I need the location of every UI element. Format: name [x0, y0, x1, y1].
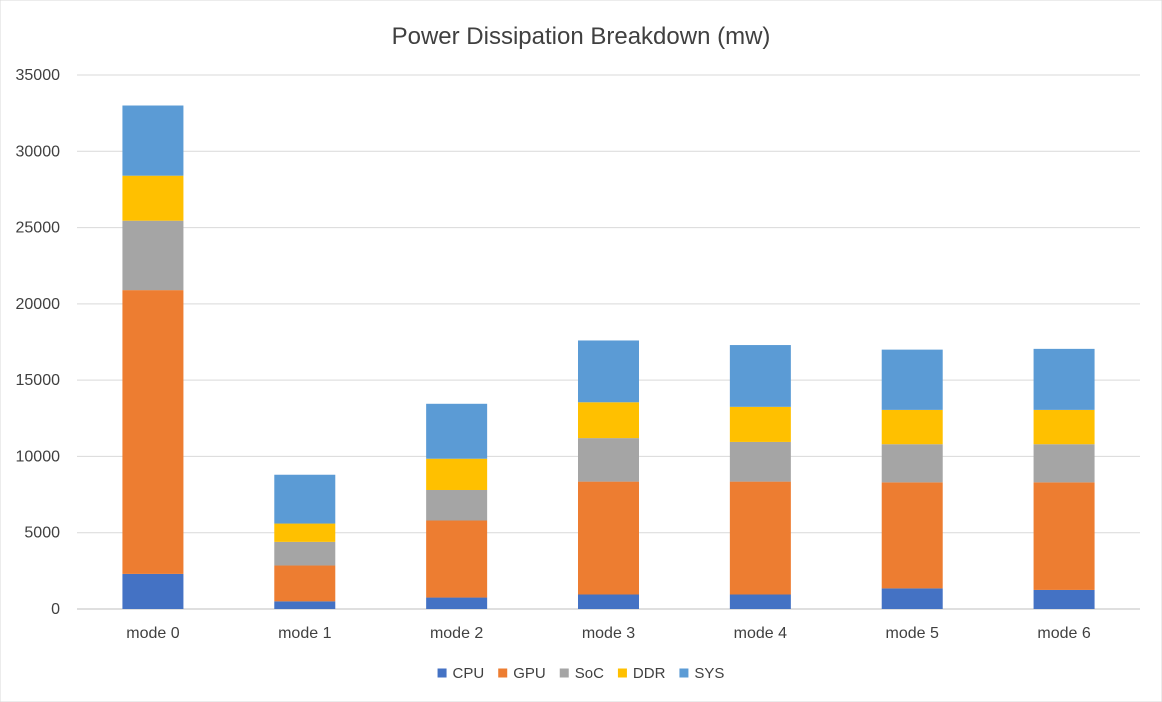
- bar-segment-ddr: [426, 458, 488, 490]
- y-tick-label: 35000: [16, 67, 61, 84]
- y-tick-label: 10000: [16, 448, 61, 465]
- legend-swatch-soc: [559, 668, 569, 678]
- bar-segment-cpu: [274, 601, 336, 609]
- bar-segment-cpu: [1033, 589, 1095, 609]
- bar-segment-ddr: [122, 175, 184, 221]
- bar-segment-gpu: [122, 290, 184, 574]
- bar-segment-ddr: [881, 409, 943, 445]
- bar-segment-ddr: [578, 402, 639, 439]
- y-tick-label: 5000: [24, 525, 60, 542]
- bar-segment-cpu: [122, 573, 184, 609]
- y-tick-label: 15000: [16, 372, 61, 389]
- legend-label-sys: SYS: [694, 665, 724, 682]
- bar-segment-gpu: [729, 481, 791, 595]
- bar-segment-cpu: [578, 594, 639, 609]
- legend-label-ddr: DDR: [633, 665, 666, 682]
- bar-segment-gpu: [578, 481, 639, 595]
- x-tick-label: mode 1: [278, 625, 331, 642]
- bar-segment-soc: [122, 220, 184, 291]
- bar-segment-soc: [578, 438, 639, 482]
- y-tick-label: 25000: [16, 220, 61, 237]
- x-tick-label: mode 3: [582, 625, 635, 642]
- legend-swatch-gpu: [498, 668, 508, 678]
- x-tick-label: mode 2: [430, 625, 483, 642]
- legend-swatch-cpu: [437, 668, 447, 678]
- legend-swatch-sys: [679, 668, 689, 678]
- bar-segment-ddr: [274, 523, 336, 542]
- bar-segment-soc: [1033, 444, 1095, 483]
- legend-label-cpu: CPU: [453, 665, 485, 682]
- bar-segment-soc: [729, 441, 791, 482]
- chart-title: Power Dissipation Breakdown (mw): [392, 23, 771, 50]
- bars: [122, 105, 1095, 609]
- bar-segment-cpu: [426, 597, 488, 609]
- y-tick-label: 0: [51, 601, 60, 618]
- bar-segment-gpu: [1033, 482, 1095, 590]
- legend-label-soc: SoC: [575, 665, 604, 682]
- legend-label-gpu: GPU: [513, 665, 546, 682]
- bar-segment-gpu: [426, 520, 488, 598]
- x-tick-label: mode 5: [886, 625, 939, 642]
- bar-segment-sys: [122, 105, 184, 176]
- x-tick-label: mode 6: [1037, 625, 1090, 642]
- bar-segment-gpu: [881, 482, 943, 589]
- bar-segment-sys: [729, 345, 791, 407]
- bar-segment-sys: [1033, 348, 1095, 410]
- legend: CPU GPU SoC DDR SYS: [437, 665, 724, 682]
- y-tick-label: 20000: [16, 296, 61, 313]
- bar-segment-gpu: [274, 565, 336, 602]
- x-tick-label: mode 4: [734, 625, 787, 642]
- bar-segment-sys: [578, 340, 639, 403]
- bar-segment-ddr: [1033, 409, 1095, 445]
- x-tick-label: mode 0: [126, 625, 179, 642]
- bar-segment-ddr: [729, 406, 791, 442]
- bar-segment-soc: [274, 541, 336, 566]
- bar-segment-sys: [426, 403, 488, 459]
- bar-segment-sys: [881, 349, 943, 410]
- y-tick-label: 30000: [16, 143, 61, 160]
- axis-labels: 0 5000 10000 15000 20000 25000 30000 35000 mode …: [16, 67, 1091, 642]
- bar-segment-soc: [426, 489, 488, 521]
- bar-segment-cpu: [729, 594, 791, 609]
- bar-segment-soc: [881, 444, 943, 483]
- legend-swatch-ddr: [617, 668, 627, 678]
- bar-segment-sys: [274, 474, 336, 524]
- bar-segment-cpu: [881, 588, 943, 609]
